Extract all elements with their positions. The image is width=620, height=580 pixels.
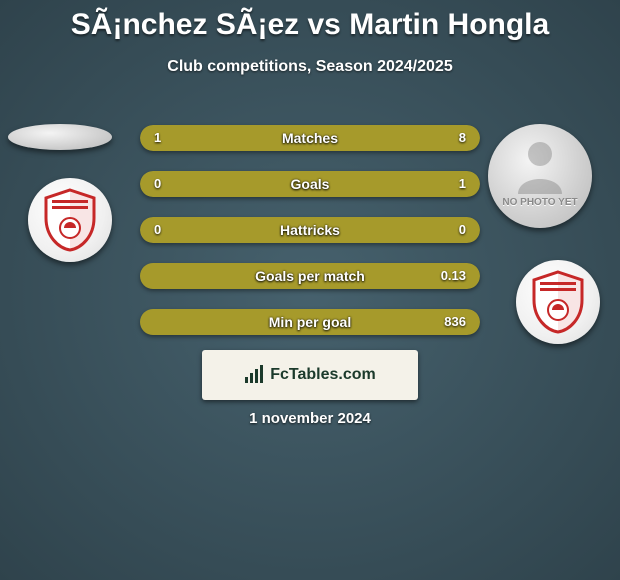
bar-chart-icon [244, 365, 264, 385]
player-left-photo [8, 124, 112, 150]
person-silhouette-icon [510, 134, 570, 194]
player-right-photo: NO PHOTO YET [488, 124, 592, 228]
fctables-label: FcTables.com [270, 366, 376, 384]
stat-label: Goals per match [140, 263, 480, 289]
club-badge-right [516, 260, 600, 344]
no-photo-label: NO PHOTO YET [488, 197, 592, 208]
stat-row: 18Matches [140, 125, 480, 151]
stat-label: Goals [140, 171, 480, 197]
stat-row: 01Goals [140, 171, 480, 197]
club-badge-left [28, 178, 112, 262]
comparison-title: SÃ¡nchez SÃ¡ez vs Martin Hongla [0, 0, 620, 42]
comparison-stat-rows: 18Matches 01Goals 00Hattricks 0.13Goals per… [140, 125, 480, 355]
snapshot-date: 1 november 2024 [0, 410, 620, 427]
stat-row: 836Min per goal [140, 309, 480, 335]
stat-label: Matches [140, 125, 480, 151]
club-crest-right-icon [530, 270, 586, 334]
stat-row: 00Hattricks [140, 217, 480, 243]
stat-row: 0.13Goals per match [140, 263, 480, 289]
club-crest-left-icon [42, 188, 98, 252]
comparison-subtitle: Club competitions, Season 2024/2025 [0, 58, 620, 76]
stat-label: Min per goal [140, 309, 480, 335]
fctables-attribution: FcTables.com [202, 350, 418, 400]
stat-label: Hattricks [140, 217, 480, 243]
